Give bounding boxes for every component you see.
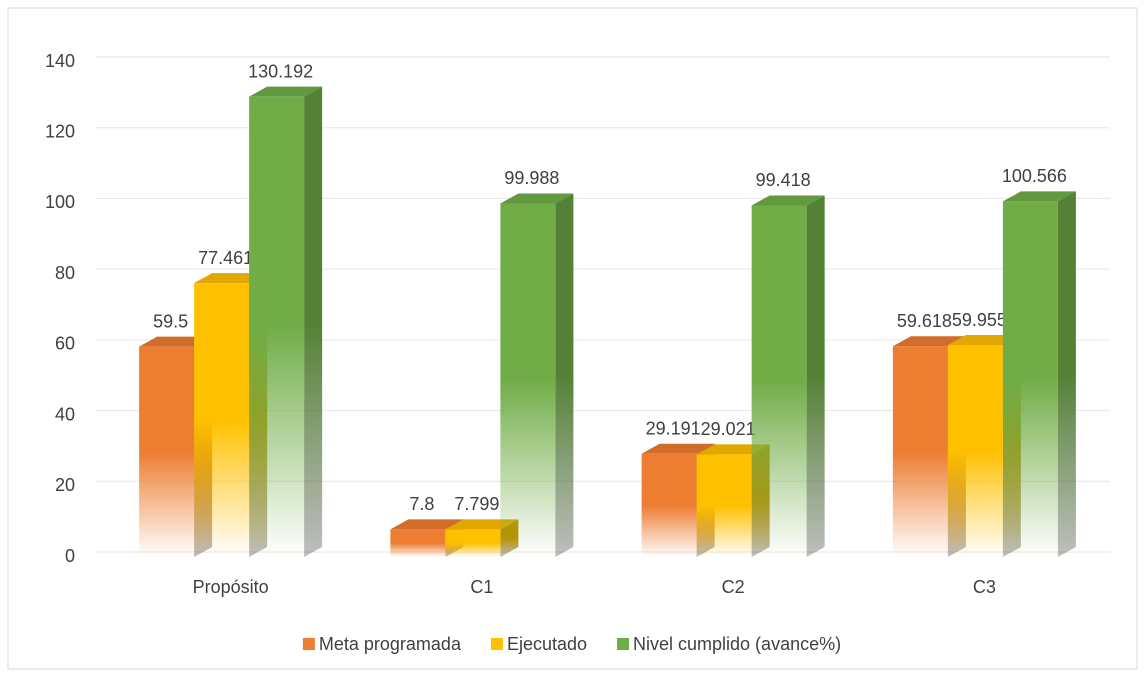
legend-marker [302, 638, 315, 650]
legend-marker [490, 638, 503, 650]
bar-top [249, 86, 323, 97]
x-tick-label: C2 [722, 577, 745, 597]
bar-top [1002, 191, 1076, 202]
y-tick-label: 40 [55, 404, 75, 424]
bar-top-shade [641, 443, 715, 454]
x-tick-label: C1 [470, 577, 493, 597]
bar-top-shade [445, 519, 519, 530]
bar-top [139, 336, 213, 347]
data-label: 7.799 [454, 494, 499, 514]
legend-label: Meta programada [319, 634, 462, 654]
bar [696, 454, 752, 557]
bar [500, 203, 556, 557]
y-tick-label: 0 [65, 546, 75, 566]
x-tick-label: Propósito [193, 577, 269, 597]
bar [751, 205, 807, 557]
bar-3d [751, 195, 825, 557]
legend-label: Nivel cumplido (avance%) [633, 634, 841, 654]
bar-top-shade [139, 336, 213, 347]
bar-top-shade [194, 273, 268, 284]
bar-side [1057, 191, 1076, 557]
bar [249, 96, 305, 557]
y-tick-label: 100 [45, 192, 75, 212]
bar-side-shade [304, 86, 323, 557]
bar [139, 346, 195, 557]
bar-3d [1002, 191, 1076, 557]
data-label: 59.955 [952, 310, 1007, 330]
x-tick-label: C3 [973, 577, 996, 597]
data-label: 29.191 [646, 419, 701, 439]
legend-marker [617, 638, 630, 650]
bar-top [390, 519, 464, 530]
bar-top [641, 443, 715, 454]
bar-side-shade [806, 195, 825, 557]
y-tick-label: 140 [45, 51, 75, 71]
bar-top-shade [390, 519, 464, 530]
bar-top-shade [500, 193, 574, 204]
bar-side [304, 86, 323, 557]
bar-top-shade [696, 444, 770, 455]
data-label: 130.192 [248, 61, 313, 81]
y-tick-label: 20 [55, 475, 75, 495]
y-tick-label: 120 [45, 121, 75, 141]
data-label: 7.8 [409, 494, 434, 514]
bar-side-shade [555, 193, 574, 557]
data-label: 99.418 [756, 170, 811, 190]
bar-top-shade [249, 86, 323, 97]
legend: Meta programada Ejecutado Nivel cumplido (… [302, 634, 841, 654]
bar-top [892, 336, 966, 347]
y-tick-label: 60 [55, 334, 75, 354]
bar-3d [249, 86, 323, 557]
data-label: 59.618 [897, 311, 952, 331]
bar [947, 345, 1003, 557]
data-label: 100.566 [1002, 166, 1067, 186]
bar-top-shade [947, 335, 1021, 346]
bar-top [947, 335, 1021, 346]
bar [390, 529, 446, 557]
data-label: 77.461 [198, 248, 253, 268]
bar-top [500, 193, 574, 204]
y-tick-label: 80 [55, 263, 75, 283]
bar-top [696, 444, 770, 455]
legend-label: Ejecutado [507, 634, 587, 654]
bar-top [751, 195, 825, 206]
data-label: 29.021 [701, 419, 756, 439]
bar [892, 346, 948, 557]
bar-top-shade [751, 195, 825, 206]
bar [194, 283, 250, 557]
bar-3d [500, 193, 574, 557]
bar-top [445, 519, 519, 530]
bar [445, 529, 501, 557]
data-label: 99.988 [504, 168, 559, 188]
bar-top [194, 273, 268, 284]
bar-top-shade [892, 336, 966, 347]
bar-side [806, 195, 825, 557]
bar [1002, 201, 1058, 557]
bar [641, 453, 697, 557]
bar-side-shade [1057, 191, 1076, 557]
bar-top-shade [1002, 191, 1076, 202]
data-label: 59.5 [153, 311, 188, 331]
bar-side [555, 193, 574, 557]
